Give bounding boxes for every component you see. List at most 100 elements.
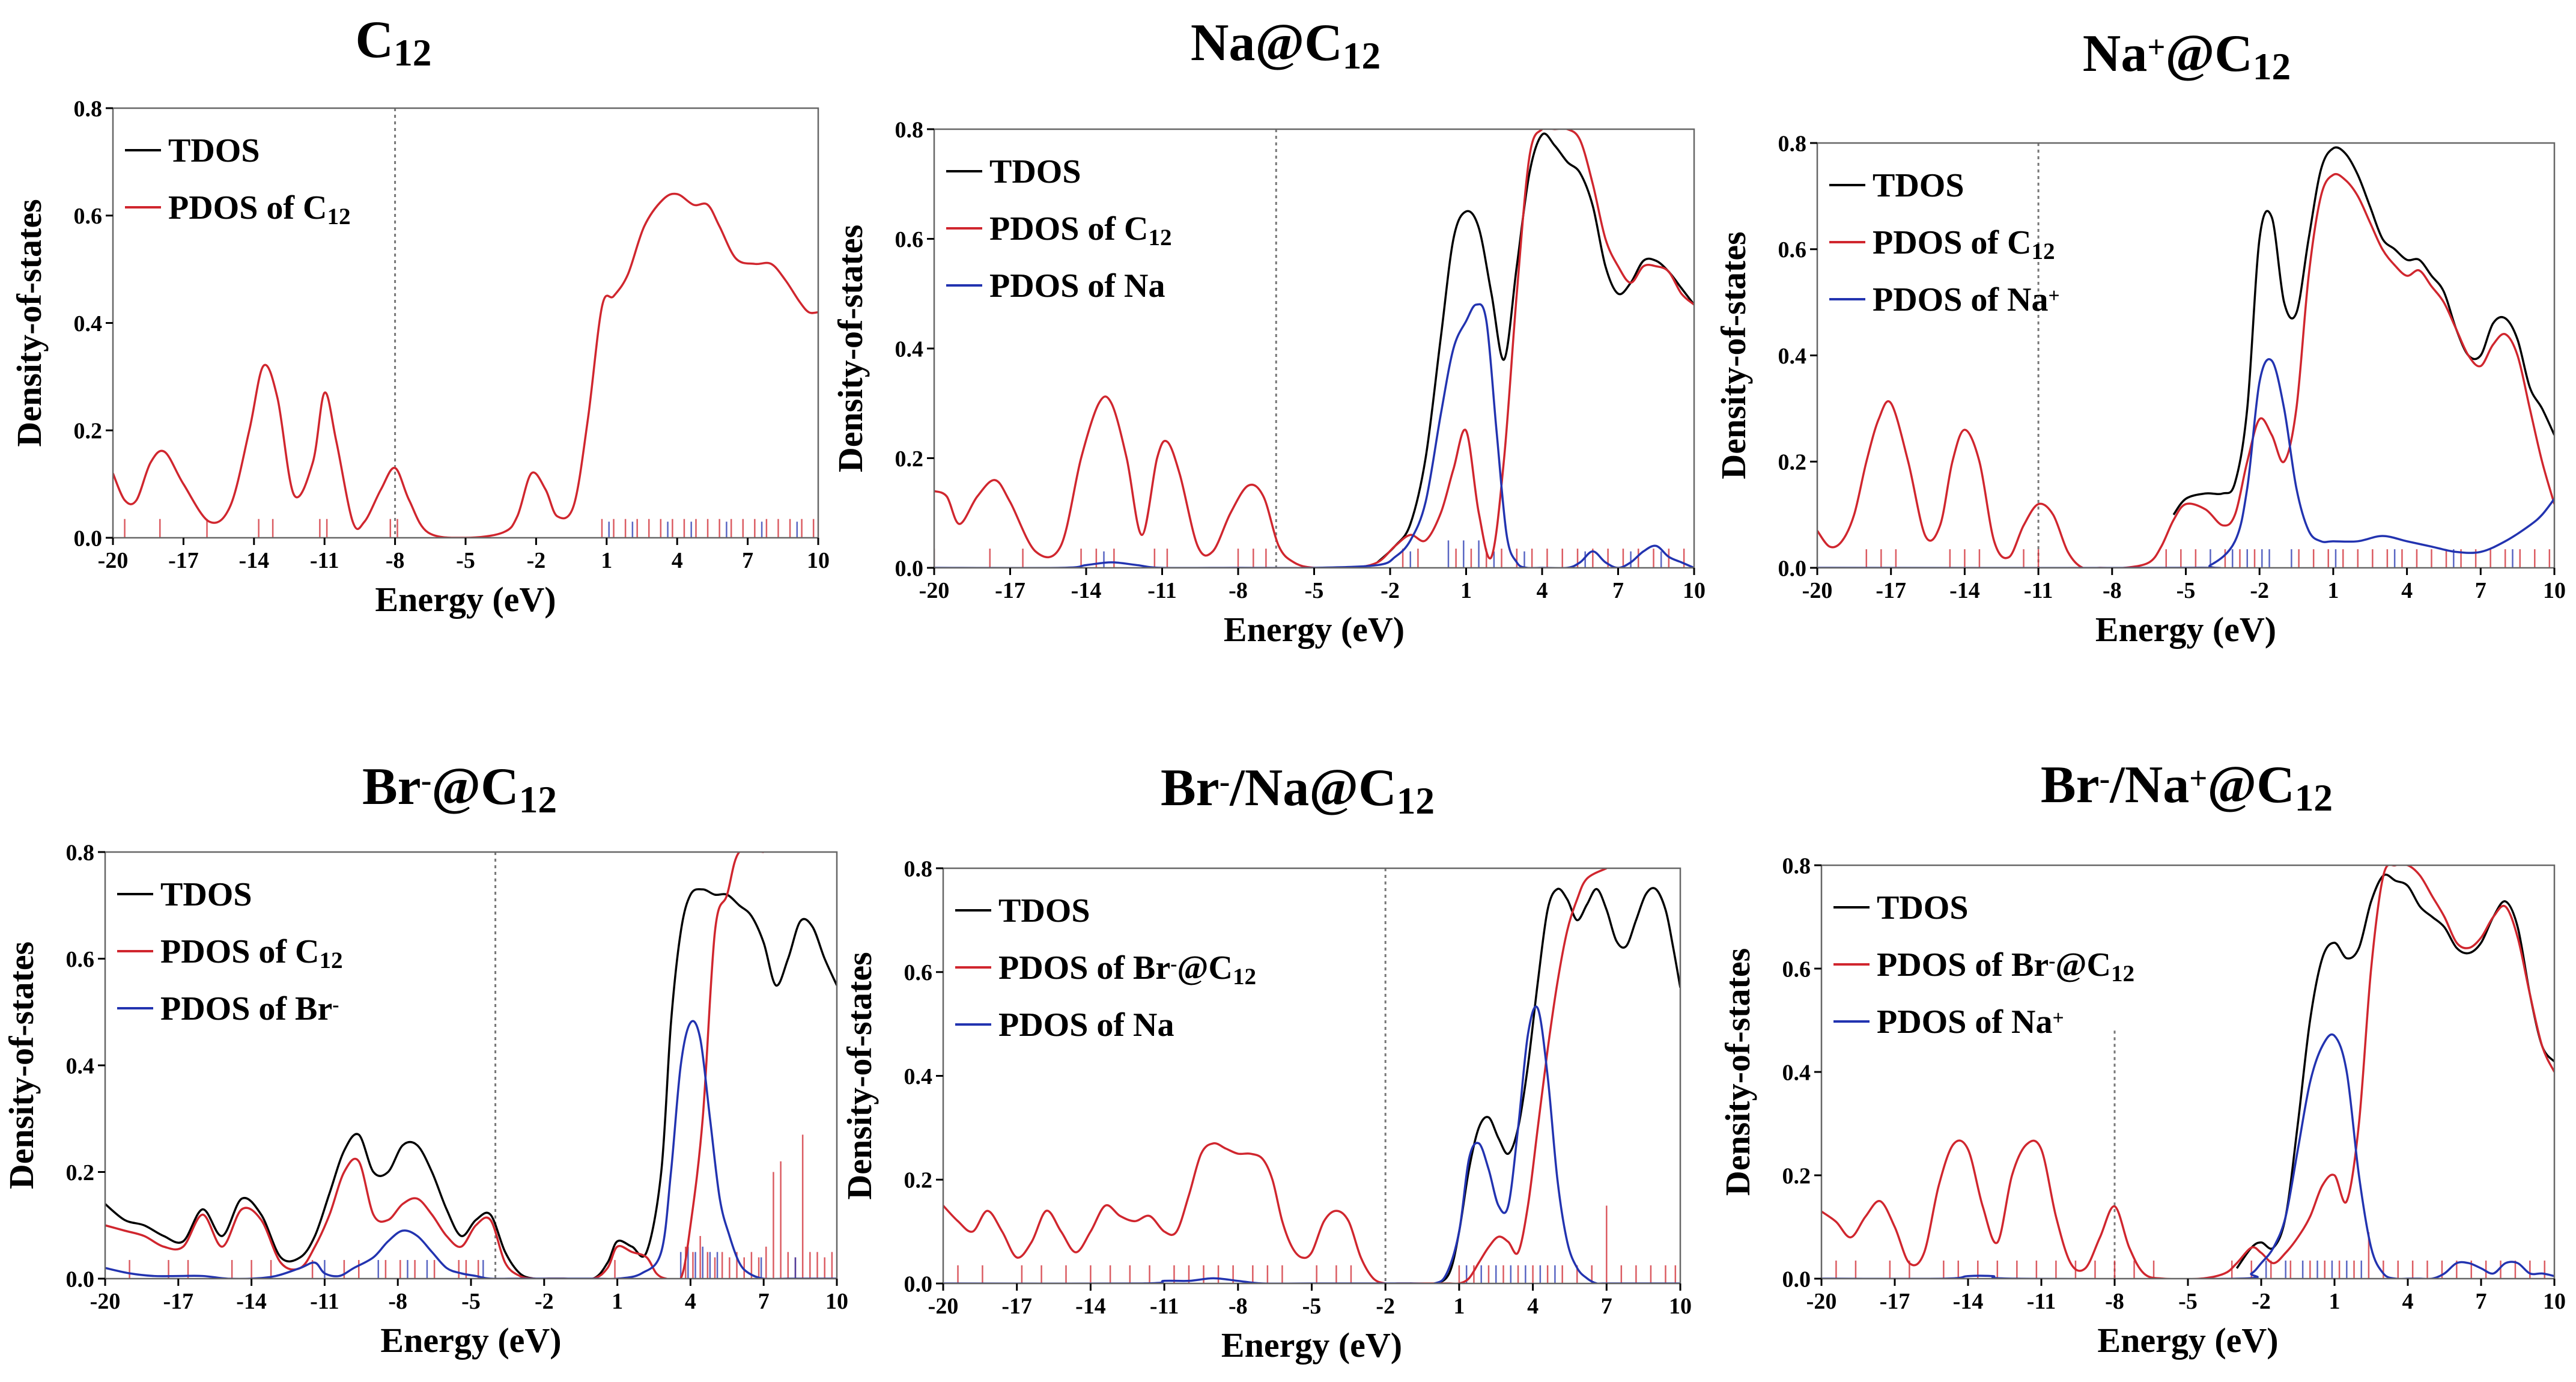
y-tick-label: 0.2: [74, 419, 103, 444]
x-tick-label: -2: [535, 1289, 554, 1314]
panel-title-sub: 12: [2253, 46, 2291, 88]
y-tick-label: 0.8: [1778, 131, 1807, 156]
x-tick-label: -14: [238, 548, 269, 573]
x-tick-label: 7: [1601, 1294, 1612, 1319]
legend-label: PDOS of C12: [989, 210, 1172, 251]
panel-title: Br-/Na@C12: [1161, 759, 1435, 822]
x-tick-label: -14: [1075, 1294, 1106, 1319]
x-tick-label: 10: [807, 548, 830, 573]
series-line-2: [943, 868, 1608, 1283]
legend-sup: -: [332, 994, 339, 1016]
x-tick-label: -11: [310, 548, 339, 573]
legend-sup: +: [2048, 285, 2059, 307]
legend-text: PDOS of C: [160, 933, 319, 970]
x-tick-label: 7: [742, 548, 753, 573]
y-tick-label: 0.4: [66, 1053, 95, 1079]
legend-text: PDOS of C: [1873, 224, 2031, 261]
y-tick-label: 0.4: [1778, 344, 1807, 369]
x-tick-label: -17: [1880, 1289, 1910, 1314]
legend-sub: 12: [319, 948, 342, 973]
legend-sup: -: [1170, 953, 1177, 975]
x-tick-label: -2: [527, 548, 546, 573]
panel-title-sub: 12: [1397, 780, 1435, 822]
legend-label: PDOS of Br-@C12: [1877, 946, 2134, 987]
x-tick-label: -20: [1802, 578, 1833, 603]
legend-label: PDOS of Na: [989, 267, 1165, 305]
legend-text: TDOS: [989, 153, 1081, 190]
legend-text: TDOS: [160, 876, 252, 913]
orbital-ticks: [1835, 1232, 2545, 1279]
panel-title-sub: 12: [393, 32, 431, 74]
x-tick-label: -14: [236, 1289, 267, 1314]
legend-sup: -: [2049, 950, 2055, 972]
x-tick-label: 1: [1460, 578, 1472, 603]
orbital-ticks: [934, 540, 1685, 568]
x-tick-label: 7: [1612, 578, 1624, 603]
legend-label: PDOS of Br-@C12: [998, 949, 1256, 990]
y-tick-label: 0.6: [895, 227, 924, 252]
x-tick-label: 1: [612, 1289, 623, 1314]
x-tick-label: -17: [995, 578, 1025, 603]
panel-title-mid: @C: [431, 758, 518, 816]
x-tick-label: 10: [825, 1289, 848, 1314]
x-axis-label: Energy (eV): [1224, 610, 1405, 649]
x-tick-label: -2: [2250, 578, 2269, 603]
x-tick-label: 10: [1683, 578, 1706, 603]
x-tick-label: -11: [1150, 1294, 1179, 1319]
legend-label: TDOS: [989, 153, 1081, 190]
series-group: [1821, 865, 2554, 1279]
panel-title: Na+@C12: [2083, 25, 2291, 88]
x-tick-label: 4: [1537, 578, 1548, 603]
x-axis-label: Energy (eV): [1221, 1326, 1402, 1365]
x-tick-label: -11: [2024, 578, 2053, 603]
panel-title-base: C: [356, 11, 394, 69]
y-tick-label: 0.8: [66, 840, 95, 865]
x-tick-label: -2: [1381, 578, 1400, 603]
series-line-1: [2235, 873, 2554, 1269]
series-line-1: [2172, 146, 2554, 516]
x-tick-label: -5: [461, 1289, 481, 1314]
legend-label: PDOS of C12: [168, 189, 351, 230]
y-tick-label: 0.0: [1778, 556, 1807, 581]
legend-text: PDOS of C: [989, 210, 1148, 248]
y-tick-label: 0.8: [74, 96, 103, 121]
series-line-2: [1821, 865, 2554, 1279]
panel-title-base: Na@C: [1191, 14, 1343, 72]
legend-text: PDOS of Na: [1877, 1003, 2052, 1041]
x-tick-label: -2: [2252, 1289, 2271, 1314]
legend-label: PDOS of C12: [1873, 224, 2055, 264]
x-tick-label: -17: [1876, 578, 1906, 603]
y-axis-label: Density-of-states: [840, 952, 879, 1199]
x-tick-label: -14: [1949, 578, 1980, 603]
series-line-2: [105, 852, 764, 1279]
x-tick-label: -5: [2178, 1289, 2198, 1314]
legend-label: TDOS: [998, 892, 1090, 930]
panel-title-base: Br: [1161, 759, 1220, 817]
orbital-ticks: [957, 1205, 1677, 1283]
x-tick-label: 1: [1453, 1294, 1465, 1319]
x-tick-label: 10: [2543, 578, 2566, 603]
legend-sup: +: [2052, 1007, 2064, 1029]
x-axis-label: Energy (eV): [380, 1321, 561, 1360]
panel-title-base: Na: [2083, 25, 2148, 83]
y-tick-label: 0.0: [1782, 1267, 1811, 1292]
legend-text: PDOS of Na: [989, 267, 1165, 305]
x-tick-label: -2: [1376, 1294, 1395, 1319]
x-tick-label: 10: [1669, 1294, 1692, 1319]
y-tick-label: 0.2: [904, 1168, 933, 1193]
legend-label: TDOS: [1873, 167, 1964, 204]
x-tick-label: -11: [310, 1289, 339, 1314]
y-tick-label: 0.4: [895, 336, 924, 362]
legend-text: TDOS: [1877, 889, 1969, 927]
y-axis-label: Density-of-states: [831, 225, 870, 472]
series-line-1: [1376, 132, 1694, 564]
legend-label: PDOS of Na: [998, 1006, 1174, 1044]
x-tick-label: -8: [1229, 1294, 1248, 1319]
x-tick-label: -11: [2027, 1289, 2056, 1314]
x-tick-label: 1: [2327, 578, 2339, 603]
x-tick-label: -14: [1953, 1289, 1984, 1314]
